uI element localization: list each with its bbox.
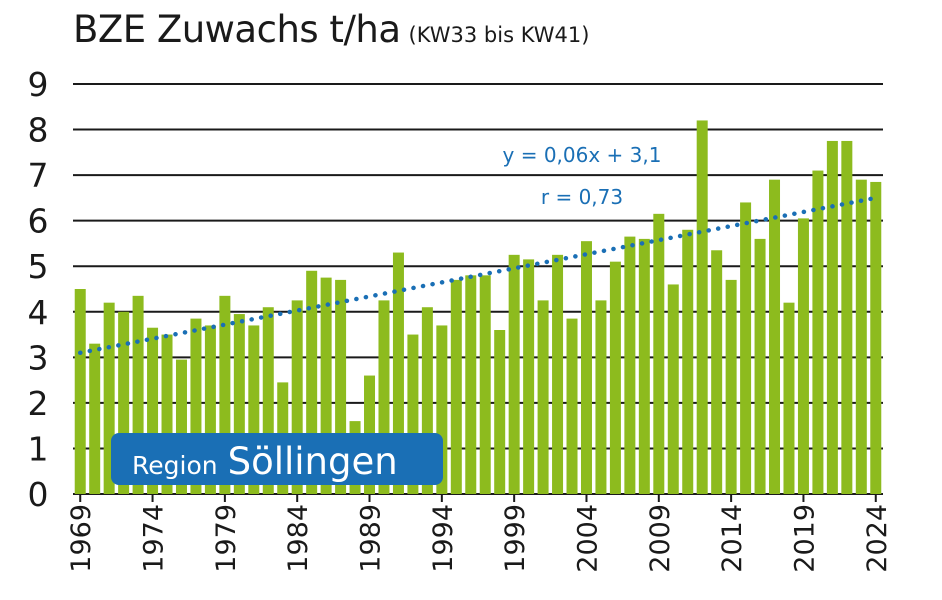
- bar-1996: [465, 275, 477, 494]
- x-tick-label-2014: 2014: [717, 504, 748, 573]
- trendline-r-label: r = 0,73: [541, 185, 623, 209]
- bar-1972: [118, 311, 130, 494]
- bar-2014: [725, 279, 737, 494]
- y-tick-label-9: 9: [28, 65, 49, 104]
- trendline-dots: [77, 195, 879, 356]
- x-tick-label-1984: 1984: [283, 504, 314, 573]
- bar-1984: [291, 300, 303, 494]
- bar-2009: [653, 213, 665, 495]
- x-tick-label-1979: 1979: [211, 504, 242, 573]
- bar-1980: [233, 314, 245, 494]
- bar-1978: [204, 325, 216, 494]
- bar-1973: [132, 295, 144, 494]
- bar-1994: [436, 325, 448, 494]
- bar-2017: [769, 179, 781, 494]
- x-tick-label-1974: 1974: [139, 504, 170, 573]
- y-tick-label-7: 7: [28, 156, 49, 195]
- y-tick-label-1: 1: [28, 429, 49, 468]
- bar-1975: [161, 334, 173, 494]
- x-tick-label-2009: 2009: [645, 504, 676, 573]
- y-tick-label-6: 6: [28, 202, 49, 241]
- bar-1997: [479, 275, 491, 494]
- bar-2022: [841, 140, 853, 494]
- bar-1987: [335, 279, 347, 494]
- bar-2005: [595, 300, 607, 494]
- bar-2004: [580, 241, 592, 494]
- bar-1977: [190, 318, 202, 494]
- bar-2015: [740, 202, 752, 494]
- region-badge-name: Söllingen: [228, 440, 398, 483]
- y-tick-label-2: 2: [28, 384, 49, 423]
- y-tick-label-4: 4: [28, 293, 49, 332]
- bar-1990: [378, 300, 390, 494]
- bar-1976: [175, 359, 187, 494]
- chart-subtitle: (KW33 bis KW41): [408, 23, 590, 47]
- bar-1999: [508, 254, 520, 494]
- bar-1986: [320, 277, 332, 494]
- x-tick-label-2024: 2024: [862, 504, 893, 573]
- bar-2003: [566, 318, 578, 494]
- y-tick-label-5: 5: [28, 247, 49, 286]
- bar-2021: [826, 140, 838, 494]
- bar-1969: [74, 289, 86, 494]
- bar-1998: [494, 330, 506, 494]
- bar-1993: [421, 307, 433, 494]
- bar-2012: [696, 120, 708, 494]
- x-tick-label-1994: 1994: [428, 504, 459, 573]
- bar-1982: [262, 307, 274, 494]
- bar-1985: [306, 270, 318, 494]
- x-tick-label-1969: 1969: [66, 504, 97, 573]
- bar-2016: [754, 238, 766, 494]
- bar-2008: [638, 238, 650, 494]
- bar-1974: [147, 327, 159, 494]
- x-axis-tick-labels: 1969 1974 1979 1984 1989 1994 1999 2004 2009 2014…: [66, 494, 893, 573]
- bar-1992: [407, 334, 419, 494]
- bar-1971: [103, 302, 115, 494]
- x-tick-label-2004: 2004: [572, 504, 603, 573]
- y-tick-label-0: 0: [28, 475, 49, 514]
- region-badge: Region Söllingen: [111, 433, 443, 485]
- bar-2020: [812, 170, 824, 495]
- chart-title-main: BZE Zuwachs t/ha: [73, 8, 401, 51]
- bar-1979: [219, 295, 231, 494]
- bar-2007: [624, 236, 636, 494]
- x-tick-label-1989: 1989: [356, 504, 387, 573]
- chart-title: BZE Zuwachs t/ha (KW33 bis KW41): [73, 8, 589, 51]
- y-tick-label-3: 3: [28, 338, 49, 377]
- trendline-equation: y = 0,06x + 3,1: [503, 143, 662, 167]
- bar-1970: [89, 343, 101, 494]
- trendline: [77, 195, 879, 356]
- y-axis-tick-labels: 0 1 2 3 4 5 6 7 8 9: [28, 65, 49, 514]
- region-badge-label: Region Söllingen: [132, 440, 398, 483]
- bar-1981: [248, 325, 260, 494]
- bar-2013: [711, 250, 723, 494]
- bar-2024: [870, 181, 882, 494]
- x-tick-label-2019: 2019: [789, 504, 820, 573]
- bar-1995: [450, 279, 462, 494]
- bar-2010: [667, 284, 679, 494]
- region-badge-word: Region: [132, 451, 218, 480]
- y-tick-label-8: 8: [28, 111, 49, 150]
- bar-2018: [783, 302, 795, 494]
- bar-2019: [797, 218, 809, 494]
- bar-2000: [523, 259, 535, 494]
- x-tick-label-1999: 1999: [500, 504, 531, 573]
- bar-1991: [392, 252, 404, 494]
- region-badge-background: [111, 433, 443, 485]
- bar-2002: [552, 254, 564, 494]
- bar-2023: [855, 179, 867, 494]
- bar-2006: [609, 261, 621, 494]
- bar-2001: [537, 300, 549, 494]
- bar-2011: [682, 229, 694, 494]
